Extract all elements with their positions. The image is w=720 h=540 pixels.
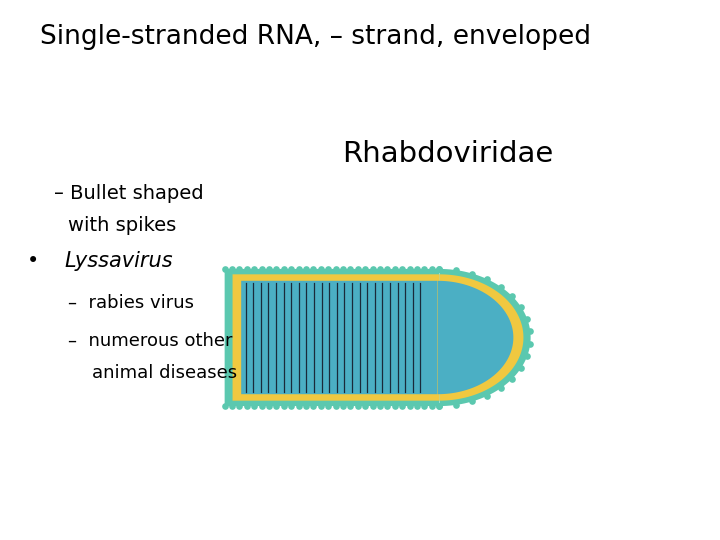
Text: – Bullet shaped: – Bullet shaped	[54, 184, 204, 202]
Text: Single-stranded RNA, – strand, enveloped: Single-stranded RNA, – strand, enveloped	[40, 24, 590, 50]
Polygon shape	[233, 274, 523, 401]
Text: with spikes: with spikes	[68, 216, 176, 235]
Text: •: •	[27, 251, 40, 271]
Text: –  rabies virus: – rabies virus	[68, 294, 194, 312]
Text: Rhabdoviridae: Rhabdoviridae	[342, 140, 553, 168]
Polygon shape	[241, 281, 513, 394]
Polygon shape	[225, 269, 531, 406]
Text: Lyssavirus: Lyssavirus	[65, 251, 174, 271]
Text: animal diseases: animal diseases	[92, 364, 238, 382]
Text: –  numerous other: – numerous other	[68, 332, 233, 350]
